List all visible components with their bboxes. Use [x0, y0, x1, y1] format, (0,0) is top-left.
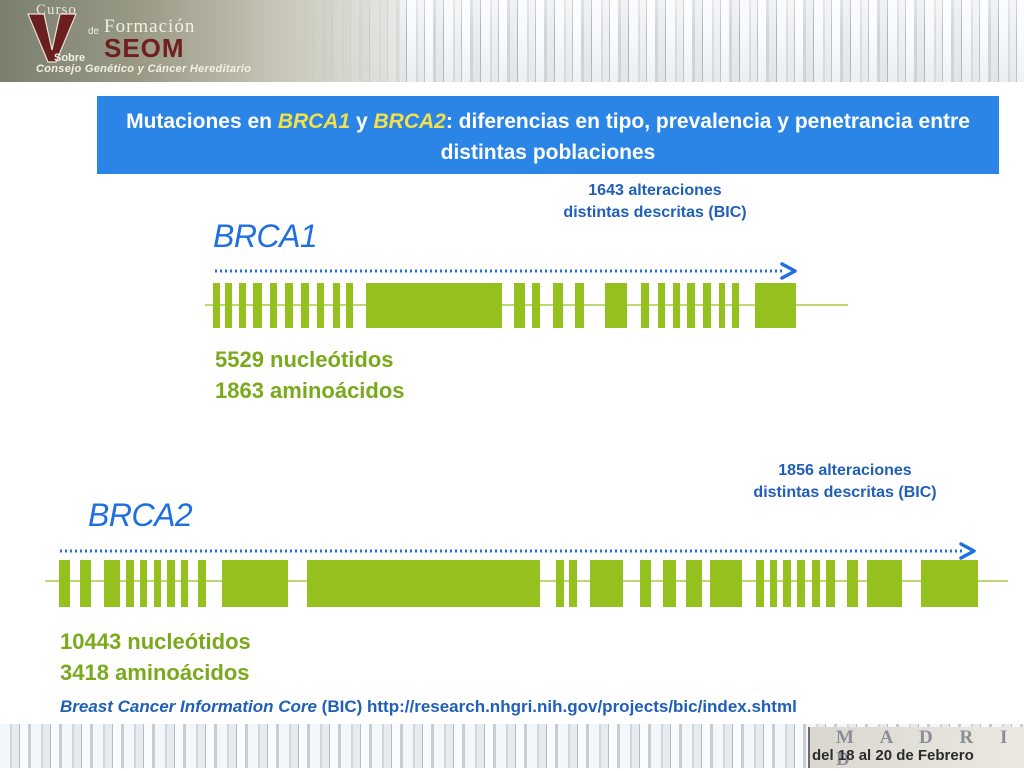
title-part2: y — [350, 110, 374, 133]
slide-title: Mutaciones en BRCA1 y BRCA2: diferencias… — [97, 96, 999, 174]
brca2-exon-4 — [126, 560, 134, 607]
brca2-exon-14 — [590, 560, 623, 607]
brca1-alterations-note: 1643 alteraciones distintas descritas (B… — [500, 180, 810, 224]
brca2-exon-10 — [222, 560, 288, 607]
madrid-badge — [808, 727, 1024, 768]
brca1-exon-20 — [687, 283, 695, 328]
brca2-exon-27 — [921, 560, 978, 607]
brca2-exon-11 — [307, 560, 540, 607]
brca2-exon-25 — [847, 560, 858, 607]
brca2-aminoacids: 3418 aminoácidos — [60, 660, 250, 685]
brca2-nucleotides: 10443 nucleótidos — [60, 629, 251, 654]
brca1-label: BRCA1 — [213, 218, 318, 254]
roman-v-logo-icon — [27, 13, 77, 63]
brca1-exon-22 — [719, 283, 725, 328]
brca2-exon-9 — [198, 560, 206, 607]
brca1-exon-6 — [285, 283, 293, 328]
brca1-exon-10 — [346, 283, 353, 328]
brca2-exon-23 — [812, 560, 820, 607]
brca2-exon-6 — [154, 560, 161, 607]
brca2-alterations-line2: distintas descritas (BIC) — [753, 484, 937, 501]
brca1-exon-8 — [317, 283, 324, 328]
brca2-alterations-line1: 1856 alteraciones — [778, 462, 912, 479]
logo-de-text: de — [88, 26, 100, 37]
logo-curso-text: Curso — [36, 2, 77, 18]
brca2-exon-5 — [140, 560, 147, 607]
brca2-exon-17 — [686, 560, 702, 607]
brca1-exon-1 — [213, 283, 220, 328]
brca1-exon-14 — [553, 283, 563, 328]
logo-sobre-text: Sobre — [54, 52, 86, 64]
brca1-exon-2 — [225, 283, 232, 328]
brca1-exon-18 — [658, 283, 665, 328]
brca2-exon-16 — [663, 560, 676, 607]
brca2-exon-24 — [826, 560, 835, 607]
brca2-exon-3 — [104, 560, 120, 607]
brca2-exon-26 — [867, 560, 902, 607]
brca1-exon-19 — [673, 283, 680, 328]
brca1-exon-15 — [575, 283, 584, 328]
brca1-exon-23 — [732, 283, 739, 328]
brca1-stats: 5529 nucleótidos 1863 aminoácidos — [215, 344, 405, 406]
madrid-city-text: M A D R I D — [836, 727, 1019, 770]
brca2-exon-8 — [181, 560, 188, 607]
brca2-exon-20 — [770, 560, 777, 607]
brca1-exon-4 — [253, 283, 262, 328]
brca1-exon-12 — [514, 283, 525, 328]
brca1-exon-16 — [605, 283, 627, 328]
brca1-alterations-line1: 1643 alteraciones — [588, 182, 722, 199]
brca1-exon-11 — [366, 283, 502, 328]
brca2-exon-19 — [756, 560, 764, 607]
seom-course-logo: Curso de Formación SEOM Sobre Consejo Ge… — [0, 0, 400, 82]
brca2-exon-21 — [783, 560, 791, 607]
brca2-exon-13 — [569, 560, 577, 607]
brca2-alterations-note: 1856 alteraciones distintas descritas (B… — [690, 460, 1000, 504]
brca1-exon-9 — [333, 283, 340, 328]
brca1-arrowhead-icon — [780, 262, 797, 280]
logo-subtitle-text: Consejo Genético y Cáncer Hereditario — [36, 63, 252, 75]
title-part1: Mutaciones en — [126, 110, 278, 133]
brca1-aminoacids: 1863 aminoácidos — [215, 378, 405, 403]
bic-source-url: (BIC) http://research.nhgri.nih.gov/proj… — [316, 697, 797, 716]
brca1-exon-13 — [532, 283, 540, 328]
logo-formacion-text: Formación — [104, 16, 196, 37]
brca1-alterations-line2: distintas descritas (BIC) — [563, 204, 747, 221]
brca2-exon-7 — [167, 560, 175, 607]
brca2-exon-12 — [556, 560, 564, 607]
title-gene1: BRCA1 — [277, 110, 351, 133]
brca2-label: BRCA2 — [88, 497, 193, 533]
bic-source-name: Breast Cancer Information Core — [60, 697, 317, 716]
brca1-exon-3 — [239, 283, 246, 328]
brca2-exon-15 — [640, 560, 651, 607]
brca1-exon-5 — [270, 283, 277, 328]
title-gene2: BRCA2 — [373, 110, 446, 133]
brca2-exon-2 — [80, 560, 91, 607]
brca2-stats: 10443 nucleótidos 3418 aminoácidos — [60, 626, 251, 688]
brca2-exon-1 — [59, 560, 70, 607]
brca1-gene-structure — [205, 262, 848, 328]
brca1-exon-7 — [301, 283, 309, 328]
brca2-exon-18 — [710, 560, 742, 607]
title-part3: : diferencias en tipo, prevalencia y pen… — [440, 110, 970, 164]
brca2-gene-structure — [45, 542, 1008, 607]
brca1-nucleotides: 5529 nucleótidos — [215, 347, 394, 372]
logo-seom-text: SEOM — [104, 33, 185, 63]
brca1-exon-21 — [703, 283, 711, 328]
brca2-exon-22 — [797, 560, 805, 607]
brca1-exon-17 — [641, 283, 649, 328]
event-dates-text: del 18 al 20 de Febrero — [812, 747, 974, 764]
brca2-arrowhead-icon — [959, 542, 976, 560]
brca1-exon-24 — [755, 283, 796, 328]
bic-source-reference: Breast Cancer Information Core (BIC) htt… — [60, 697, 797, 717]
